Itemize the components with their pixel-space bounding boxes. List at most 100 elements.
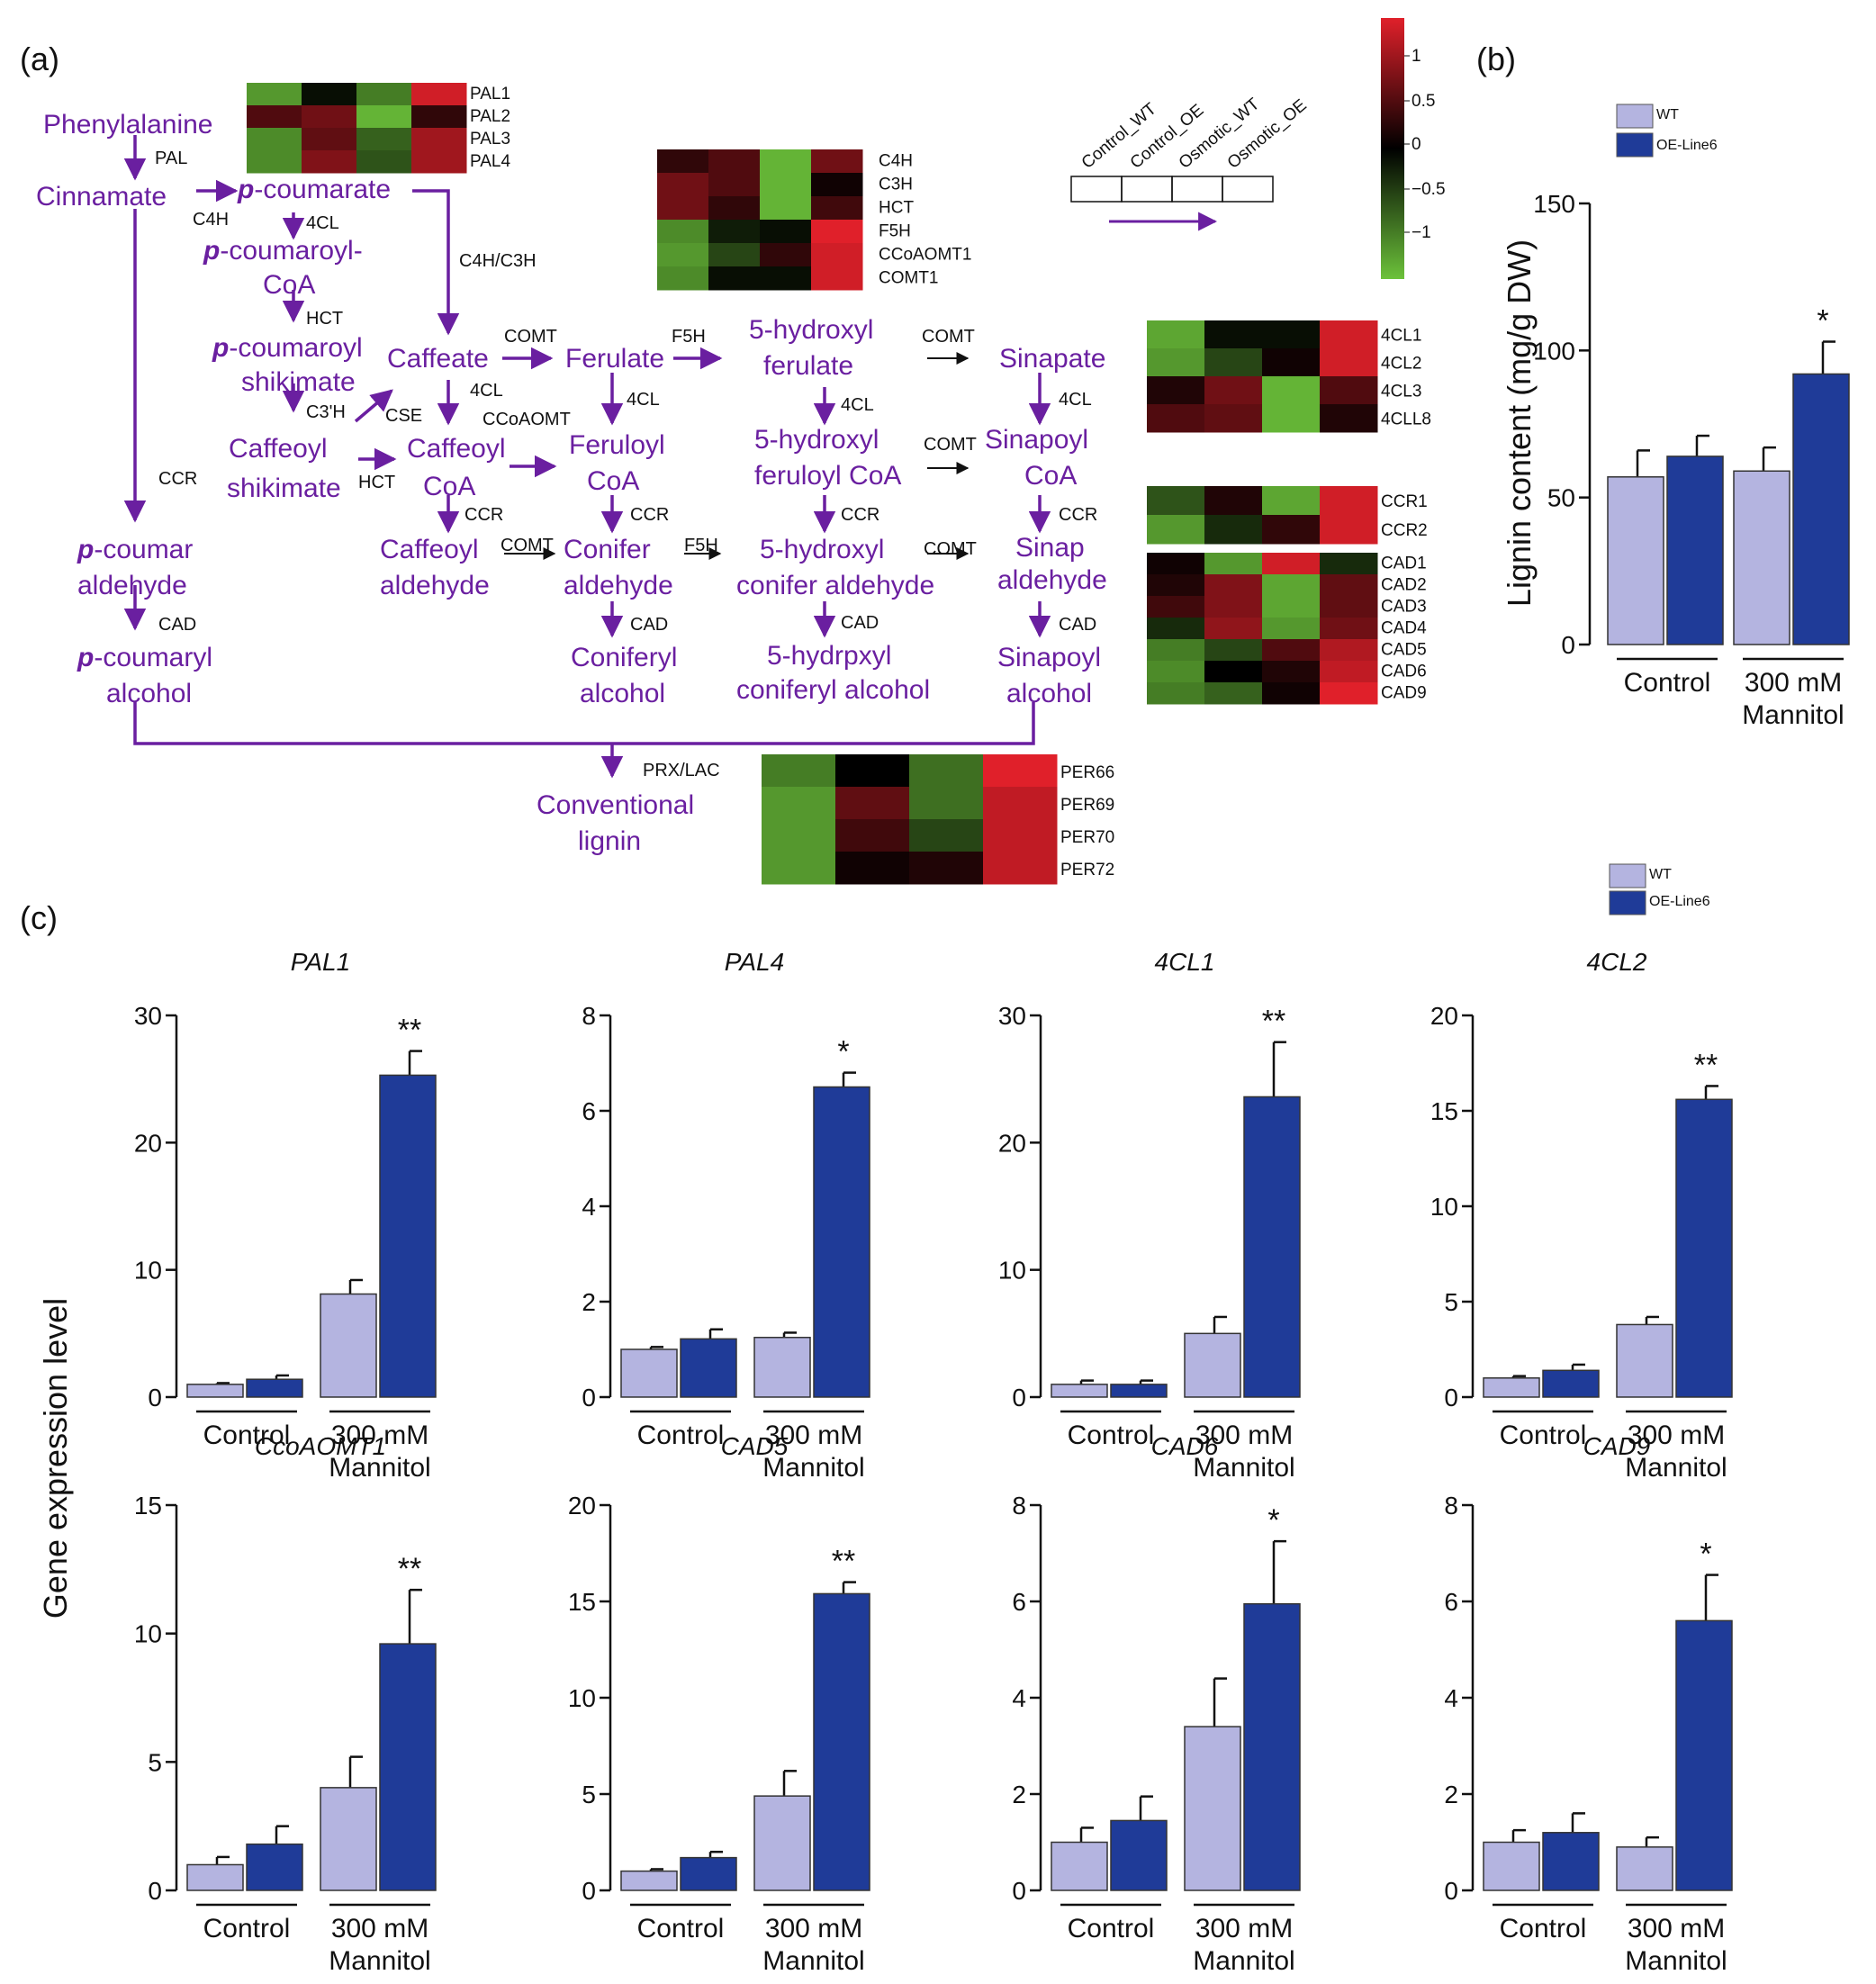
heatmap-gene-label: CAD6 [1381, 662, 1427, 681]
heatmap-gene-label: PER69 [1060, 796, 1114, 815]
bar-wt [1051, 1841, 1108, 1891]
y-tick-label: 8 [1444, 1492, 1458, 1520]
pathway-arrows-black [504, 352, 970, 560]
heatmap-cell [835, 754, 910, 788]
group-label-mannitol: 300 mM [765, 1420, 862, 1450]
heatmap-gene-label: PAL2 [470, 107, 510, 126]
enzyme-ccr: CCR [841, 505, 879, 525]
chart-title: CAD5 [721, 1432, 789, 1460]
heatmap-cell [1147, 618, 1205, 640]
significance-marker: * [837, 1035, 849, 1069]
group-label-mannitol: 300 mM [1745, 668, 1842, 698]
bar-wt [1607, 476, 1664, 645]
column-key-cell [1222, 176, 1274, 203]
enzyme-cad: CAD [158, 615, 196, 635]
panel-label-a: (a) [20, 41, 59, 77]
enzyme-4cl: 4CL [1059, 390, 1092, 410]
bar-oe [246, 1378, 303, 1398]
heatmap-gene-label: F5H [879, 222, 911, 241]
bar-oe [1666, 455, 1724, 645]
metabolite-conventional-lignin: Conventional [537, 790, 694, 820]
heatmap-cell [1147, 661, 1205, 683]
significance-marker: * [1700, 1538, 1711, 1572]
metabolite-aldehyde-line2b: aldehyde [380, 571, 490, 600]
bar-oe [813, 1086, 870, 1398]
bar-chart-cad6: CAD6 0 2 4 6 8 * Control 300 mM Mannitol [1012, 1432, 1301, 1976]
heatmap-gene-label: CAD2 [1381, 575, 1427, 594]
p-coumaroyl-shik-text: -coumaroyl [229, 333, 362, 363]
heatmap-cell [1320, 320, 1378, 349]
heatmap-cell [657, 243, 709, 267]
enzyme-hct: HCT [306, 309, 343, 329]
y-tick-label: 0 [582, 1877, 596, 1905]
y-tick-label: 50 [1547, 484, 1575, 512]
heatmap-per: PER66 PER69 PER70 PER72 [762, 754, 1114, 885]
heatmap-cell [1320, 348, 1378, 377]
bar-wt [320, 1293, 377, 1398]
enzyme-c3h: C3'H [306, 402, 346, 422]
p-prefix: p [203, 236, 220, 266]
heatmap-cell [247, 150, 302, 174]
heatmap-cell [760, 173, 812, 197]
y-tick-label: 6 [1444, 1588, 1458, 1616]
heatmap-cell [1147, 320, 1205, 349]
heatmap-gene-label: PER72 [1060, 861, 1114, 879]
heatmap-cell [1320, 553, 1378, 575]
pathway-enzymes: PAL C4H 4CL C4H/C3H HCT COMT F5H COMT C3… [155, 149, 1097, 780]
y-tick-label: 2 [1012, 1781, 1026, 1808]
heatmap-cell [1320, 574, 1378, 597]
y-tick-label: 0 [582, 1384, 596, 1411]
significance-marker: ** [1262, 1005, 1285, 1039]
y-tick-label: 4 [1444, 1684, 1458, 1712]
y-tick-label: 0 [1444, 1877, 1458, 1905]
pathway-arrows [123, 135, 1051, 779]
heatmap-cell [247, 128, 302, 151]
bar-wt [620, 1348, 678, 1398]
y-tick-label: 4 [1012, 1684, 1026, 1712]
y-tick-label: 20 [1430, 1002, 1458, 1030]
heatmap-cell [356, 83, 412, 106]
heatmap-gene-label: C4H [879, 152, 913, 171]
heatmap-gene-label: PER66 [1060, 763, 1114, 782]
group-label-control: Control [203, 1420, 291, 1450]
bar-oe [1792, 373, 1850, 645]
heatmap-gene-label: CAD4 [1381, 618, 1427, 637]
heatmap-cell [1320, 376, 1378, 405]
p-prefix: p [77, 535, 94, 564]
chart-title: PAL1 [291, 948, 350, 976]
bar-chart-cad9: CAD9 0 2 4 6 8 * Control 300 mM Mannitol [1444, 1432, 1733, 1976]
legend-b: WT OE-Line6 [1616, 104, 1718, 158]
bar-oe [1542, 1369, 1600, 1398]
metabolite-caffeoyl-shikimate: Caffeoyl [229, 434, 328, 464]
bar-wt [1616, 1846, 1673, 1891]
significance-marker: * [1817, 304, 1828, 338]
group-label-control: Control [1500, 1420, 1587, 1450]
heatmap-cell [1147, 486, 1205, 516]
y-tick-label: 8 [582, 1002, 596, 1030]
heatmap-cell [1320, 596, 1378, 618]
metabolite-aldehyde-line2d: aldehyde [997, 565, 1107, 595]
heatmap-cell [983, 787, 1058, 820]
group-label-control: Control [637, 1914, 725, 1943]
bar-oe [379, 1074, 437, 1398]
enzyme-4cl: 4CL [841, 395, 874, 415]
y-tick-label: 2 [582, 1288, 596, 1316]
bar-chart-cad5: CAD5 0 5 10 15 20 ** Control 300 mM Mannitol [568, 1432, 870, 1976]
heatmap-gene-label: 4CLL8 [1381, 410, 1431, 428]
y-tick-label: 0 [1012, 1384, 1026, 1411]
y-tick-label: 10 [134, 1257, 162, 1285]
metabolite-aldehyde-line2c: aldehyde [564, 571, 673, 600]
bar-oe [1243, 1602, 1301, 1891]
chart-title: CAD6 [1151, 1432, 1219, 1460]
chart-title: 4CL2 [1587, 948, 1647, 976]
y-tick-label: 30 [998, 1002, 1026, 1030]
metabolite-5-hydroxyl-conifer-aldehyde: 5-hydroxyl [760, 535, 884, 564]
metabolite-cinnamate: Cinnamate [36, 182, 167, 212]
heatmap-cell [1320, 661, 1378, 683]
heatmap-cell [1147, 348, 1205, 377]
column-key-cell [1171, 176, 1223, 203]
heatmap-cell [1262, 682, 1321, 705]
heatmap-cell [356, 128, 412, 151]
